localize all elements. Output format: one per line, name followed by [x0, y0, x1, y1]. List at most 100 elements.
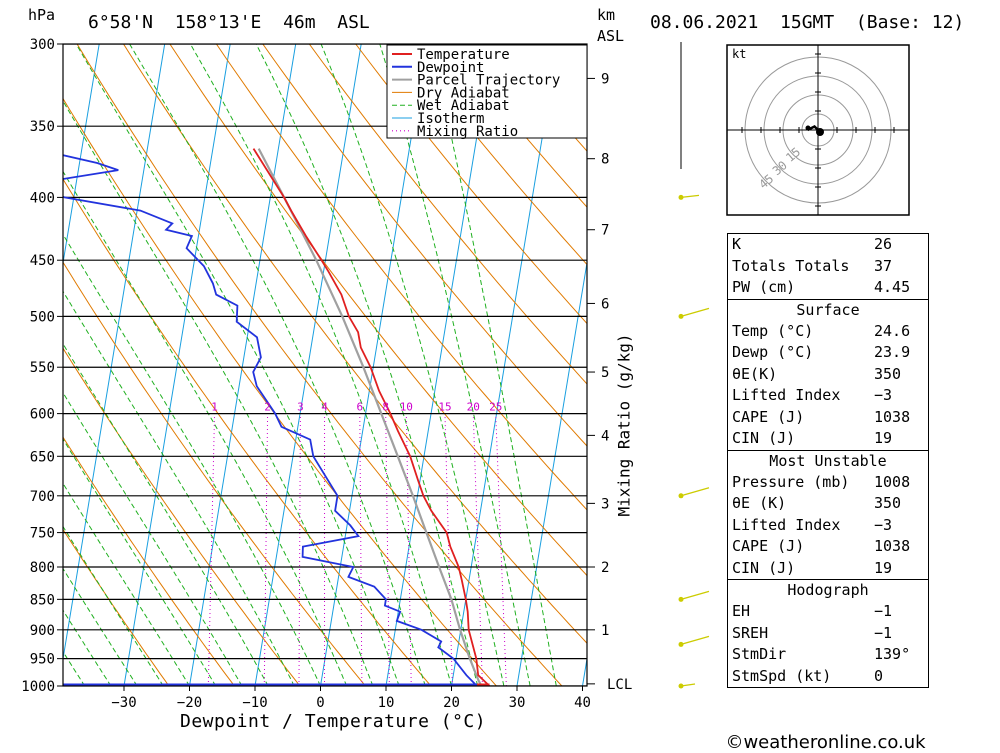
indices-row-label: K: [732, 234, 741, 256]
indices-row-label: SREH: [732, 623, 768, 645]
wind-barb: [681, 636, 709, 644]
indices-row-label: PW (cm): [732, 277, 795, 299]
indices-row: θE(K) 350: [728, 364, 928, 386]
indices-row-label: θE(K): [732, 364, 777, 386]
indices-row-value: 0: [874, 666, 883, 688]
temperature-tick-label: 20: [443, 695, 460, 711]
dry-adiabat-line: [634, 44, 720, 686]
km-tick-label: 9: [601, 71, 609, 87]
isotherm-line: [714, 44, 721, 686]
isotherm-line: [583, 44, 689, 686]
mixing-ratio-label: 6: [356, 401, 363, 414]
indices-row: K 26: [728, 234, 928, 256]
pressure-tick-label: 550: [30, 360, 55, 376]
indices-row: θE (K) 350: [728, 493, 928, 515]
footer-credit: ©weatheronline.co.uk: [714, 711, 926, 753]
km-tick-label: 1: [601, 623, 609, 639]
temperature-tick-label: 40: [574, 695, 591, 711]
indices-row: CAPE (J)1038: [728, 407, 928, 429]
temperature-tick-label: −20: [177, 695, 202, 711]
pressure-tick-label: 600: [30, 407, 55, 423]
km-tick-label: 6: [601, 296, 609, 312]
indices-row: Temp (°C) 24.6: [728, 321, 928, 343]
dry-adiabat-line: [681, 44, 720, 686]
hodograph-storm-motion: [816, 128, 824, 136]
indices-row-value: 19: [874, 558, 892, 580]
indices-row-label: Dewp (°C): [732, 342, 813, 364]
mixing-ratio-label: 10: [400, 401, 413, 414]
indices-row-label: Temp (°C): [732, 321, 813, 343]
mixing-ratio-label: 1: [211, 401, 218, 414]
pressure-tick-label: 400: [30, 190, 55, 206]
indices-row: PW (cm) 4.45: [728, 277, 928, 299]
km-tick-label: 7: [601, 223, 609, 239]
temperature-tick-label: 10: [378, 695, 395, 711]
indices-row-value: −1: [874, 601, 892, 623]
mixing-ratio-label: 3: [297, 401, 304, 414]
indices-row: Lifted Index−3: [728, 515, 928, 537]
pressure-tick-label: 950: [30, 652, 55, 668]
km-tick-label: 3: [601, 496, 609, 512]
indices-row-label: θE (K): [732, 493, 786, 515]
wind-barb: [681, 195, 699, 197]
indices-row-value: 37: [874, 256, 892, 278]
mixing-ratio-label: 15: [438, 401, 451, 414]
indices-row-value: 1038: [874, 407, 910, 429]
indices-row-value: 1038: [874, 536, 910, 558]
indices-row: CIN (J) 19: [728, 558, 928, 580]
copyright-icon: ©: [725, 732, 743, 753]
temperature-tick-label: 30: [509, 695, 526, 711]
indices-row-value: 26: [874, 234, 892, 256]
indices-row-label: CIN (J): [732, 558, 795, 580]
pressure-tick-label: 700: [30, 489, 55, 505]
pressure-tick-label: 800: [30, 560, 55, 576]
indices-row-label: CIN (J): [732, 428, 795, 450]
pressure-tick-label: 450: [30, 253, 55, 269]
mixing-ratio-label: 20: [467, 401, 480, 414]
hodograph-unit-label: kt: [732, 47, 746, 61]
indices-row-value: −3: [874, 515, 892, 537]
indices-row-label: Pressure (mb): [732, 472, 849, 494]
indices-row-label: Lifted Index: [732, 385, 840, 407]
mixing-ratio-label: 2: [264, 401, 271, 414]
lcl-label: LCL: [607, 677, 632, 693]
indices-row-value: 24.6: [874, 321, 910, 343]
indices-row-label: CAPE (J): [732, 536, 804, 558]
pressure-tick-label: 350: [30, 119, 55, 135]
pressure-tick-label: 500: [30, 309, 55, 325]
indices-row-value: 1008: [874, 472, 910, 494]
isotherm-line: [648, 44, 720, 686]
indices-row-value: −3: [874, 385, 892, 407]
km-tick-label: 5: [601, 365, 609, 381]
pressure-tick-label: 750: [30, 526, 55, 542]
indices-section-title: Surface: [728, 300, 928, 321]
km-tick-label: 8: [601, 152, 609, 168]
pressure-tick-label: 900: [30, 623, 55, 639]
km-tick-label: 4: [601, 428, 609, 444]
legend-label: Mixing Ratio: [417, 124, 518, 140]
km-tick-label: 2: [601, 560, 609, 576]
indices-row-value: 350: [874, 493, 901, 515]
mixing-ratio-axis-title: Mixing Ratio (g/kg): [615, 333, 634, 516]
footer-site[interactable]: weatheronline.co.uk: [743, 732, 925, 753]
mixing-ratio-label: 25: [489, 401, 502, 414]
wind-barb: [681, 308, 709, 316]
indices-row-value: 350: [874, 364, 901, 386]
indices-row: Dewp (°C) 23.9: [728, 342, 928, 364]
mixing-ratio-label: 8: [382, 401, 389, 414]
indices-row: SREH−1: [728, 623, 928, 645]
indices-row-label: StmSpd (kt): [732, 666, 831, 688]
indices-row-value: 4.45: [874, 277, 910, 299]
indices-row-value: 23.9: [874, 342, 910, 364]
wind-barb: [681, 591, 709, 599]
indices-row-label: EH: [732, 601, 750, 623]
x-axis-title: Dewpoint / Temperature (°C): [180, 711, 486, 732]
indices-row-value: 139°: [874, 644, 910, 666]
